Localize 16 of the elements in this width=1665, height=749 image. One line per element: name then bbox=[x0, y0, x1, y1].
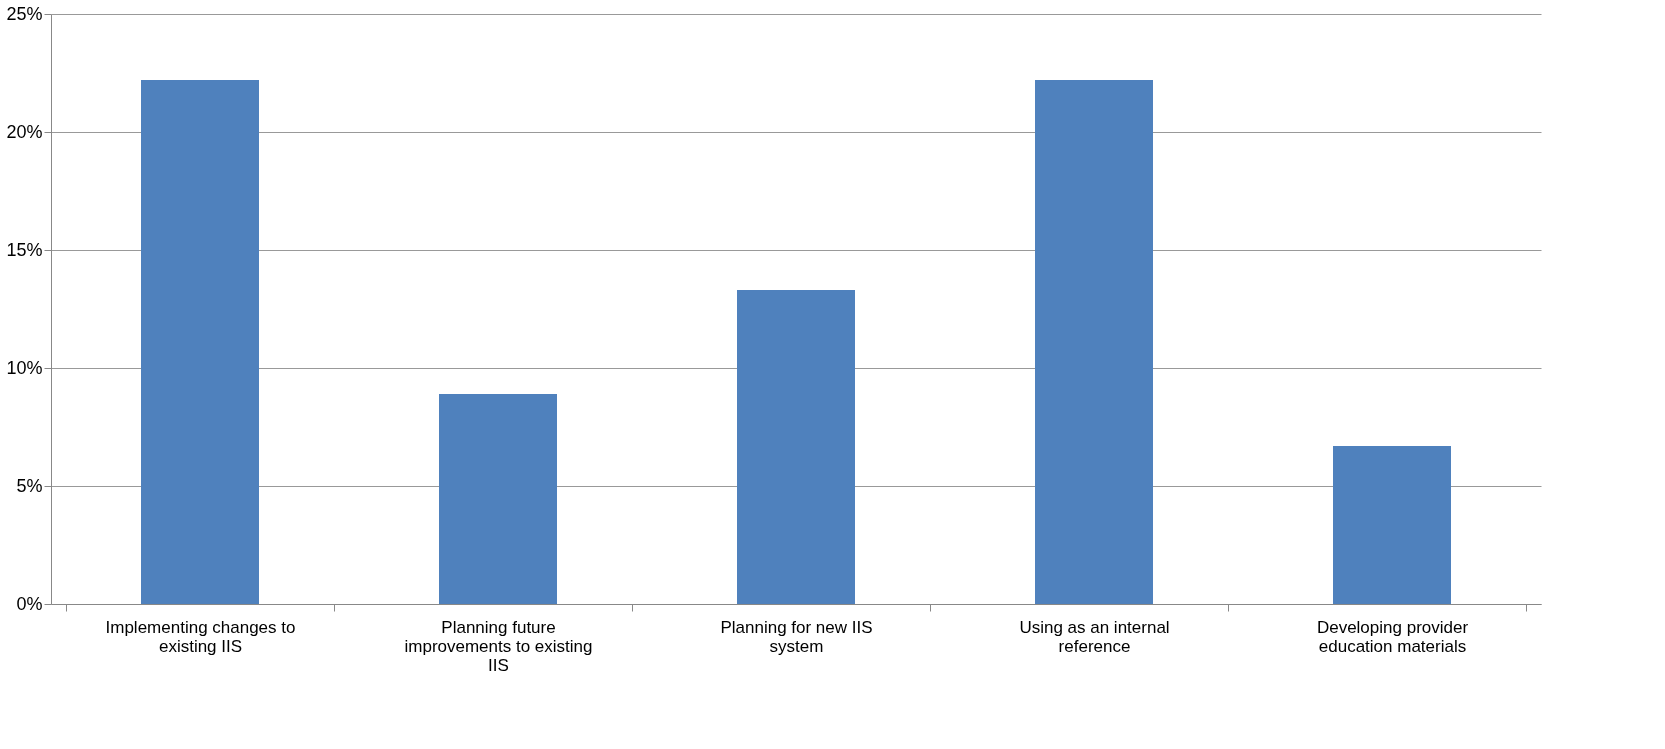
bar bbox=[141, 80, 259, 604]
x-tick-label: Implementing changes to existing IIS bbox=[105, 617, 296, 656]
y-tick-label: 5% bbox=[16, 475, 43, 496]
y-tick-label: 20% bbox=[6, 121, 43, 142]
bar bbox=[439, 393, 557, 604]
y-tick-label: 25% bbox=[6, 3, 43, 24]
x-tick-label: Using as an internal reference bbox=[1019, 617, 1170, 656]
bar bbox=[737, 290, 855, 604]
bar bbox=[1035, 80, 1153, 604]
x-tick-label: Planning future improvements to existing IIS bbox=[404, 617, 593, 675]
y-tick-label: 15% bbox=[6, 239, 43, 260]
x-tick-label: Planning for new IIS system bbox=[720, 617, 873, 656]
y-tick-label: 0% bbox=[16, 593, 43, 614]
bar bbox=[1333, 445, 1451, 604]
y-tick-label: 10% bbox=[6, 357, 43, 378]
x-tick-label: Developing provider education materials bbox=[1316, 617, 1469, 656]
